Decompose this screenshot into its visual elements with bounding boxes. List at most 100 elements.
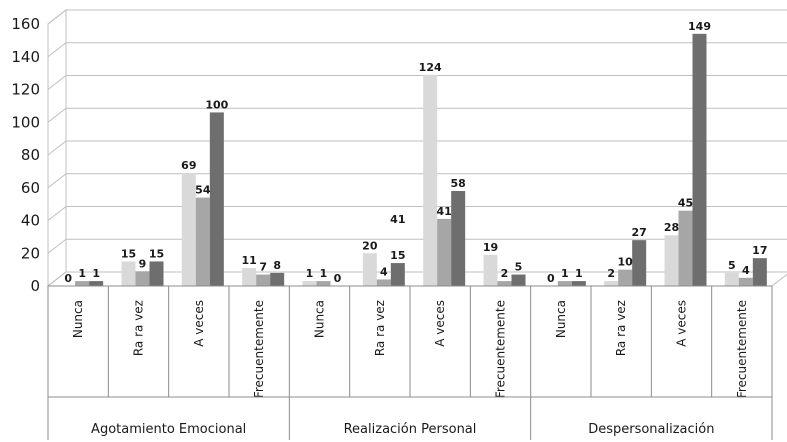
bar xyxy=(316,281,331,286)
data-label: 1 xyxy=(575,267,583,280)
category-label: Ra ra vez xyxy=(614,300,628,356)
category-label: Frecuentemente xyxy=(494,300,508,398)
data-label: 2 xyxy=(501,267,509,280)
bars xyxy=(75,33,767,287)
group-label: Agotamiento Emocional xyxy=(91,422,246,437)
x-axis: Nunca Ra ra vez A veces Frecuentemente Agota… xyxy=(47,285,773,440)
data-label: 7 xyxy=(259,261,267,274)
gridlines xyxy=(47,9,787,287)
bar xyxy=(89,281,104,286)
data-label: 17 xyxy=(752,244,767,257)
category-label: A veces xyxy=(192,300,206,347)
data-label: 124 xyxy=(419,61,442,74)
bar xyxy=(195,197,210,286)
bar xyxy=(511,274,526,286)
data-label: 1 xyxy=(320,267,328,280)
bar xyxy=(270,272,285,286)
bar xyxy=(390,263,405,286)
data-label: 5 xyxy=(515,261,523,274)
bar xyxy=(571,281,586,286)
gridline xyxy=(47,173,787,189)
category-label: Nunca xyxy=(313,300,327,338)
bar xyxy=(724,272,739,286)
y-tick-label: 160 xyxy=(11,15,40,33)
bar xyxy=(604,281,619,286)
data-label: 10 xyxy=(618,256,634,269)
data-label: 28 xyxy=(664,221,679,234)
data-label: 58 xyxy=(451,177,466,190)
data-label: 45 xyxy=(678,197,693,210)
data-label: 15 xyxy=(121,247,136,260)
data-label: 15 xyxy=(149,247,164,260)
data-label: 0 xyxy=(547,272,555,285)
y-tick-label: 40 xyxy=(21,212,40,230)
bar xyxy=(557,281,572,286)
extra-data-label: 41 xyxy=(390,213,405,226)
data-label: 9 xyxy=(139,257,147,270)
bar xyxy=(483,254,498,286)
data-label: 20 xyxy=(362,239,378,252)
data-label: 0 xyxy=(64,272,72,285)
data-label: 100 xyxy=(205,98,228,111)
category-label: A veces xyxy=(675,300,689,347)
gridline xyxy=(47,140,787,156)
gridline xyxy=(47,107,787,123)
bar xyxy=(664,235,679,286)
bar xyxy=(423,74,438,286)
y-tick-label: 60 xyxy=(21,179,40,197)
bar xyxy=(149,261,164,286)
bar xyxy=(437,218,452,286)
data-label: 11 xyxy=(242,254,257,267)
y-tick-label: 100 xyxy=(11,113,40,131)
gridline xyxy=(47,42,787,58)
gridline xyxy=(47,75,787,90)
bar xyxy=(692,33,707,287)
gridline xyxy=(47,9,787,25)
category-label: Ra ra vez xyxy=(132,300,146,356)
data-label: 69 xyxy=(181,159,196,172)
data-label: 4 xyxy=(742,264,750,277)
y-tick-label: 140 xyxy=(11,48,40,66)
data-label: 8 xyxy=(273,259,281,272)
bar xyxy=(302,281,317,286)
group-label: Despersonalización xyxy=(588,422,714,437)
data-label: 149 xyxy=(688,20,711,33)
y-tick-label: 0 xyxy=(30,277,40,295)
gridline xyxy=(47,271,787,287)
bar xyxy=(678,210,693,286)
category-label: Ra ra vez xyxy=(373,300,387,356)
category-label: Frecuentemente xyxy=(252,300,266,398)
y-tick-label: 80 xyxy=(21,146,40,164)
bar xyxy=(75,281,90,286)
bar xyxy=(242,267,257,286)
data-label: 0 xyxy=(334,272,342,285)
category-label: A veces xyxy=(433,300,447,347)
gridline xyxy=(47,238,787,254)
y-tick-label: 120 xyxy=(11,81,40,99)
bar xyxy=(209,112,224,286)
data-label: 4 xyxy=(380,265,388,278)
data-label: 2 xyxy=(607,267,615,280)
data-label: 1 xyxy=(92,267,100,280)
gridline xyxy=(47,206,787,221)
y-tick-label: 20 xyxy=(21,244,40,262)
bar xyxy=(451,191,466,286)
bar xyxy=(362,253,377,286)
bar xyxy=(256,274,271,286)
bar xyxy=(376,279,391,286)
data-label: 5 xyxy=(728,259,736,272)
bar xyxy=(738,277,753,286)
bar xyxy=(135,271,150,286)
bar xyxy=(618,269,633,286)
bar xyxy=(752,258,767,286)
data-label: 1 xyxy=(306,267,314,280)
bar xyxy=(181,173,196,286)
category-label: Nunca xyxy=(71,300,85,338)
category-label: Frecuentemente xyxy=(735,300,749,398)
data-label: 1 xyxy=(561,267,569,280)
data-label: 54 xyxy=(195,184,211,197)
bar xyxy=(497,281,512,286)
group-label: Realización Personal xyxy=(344,422,477,437)
